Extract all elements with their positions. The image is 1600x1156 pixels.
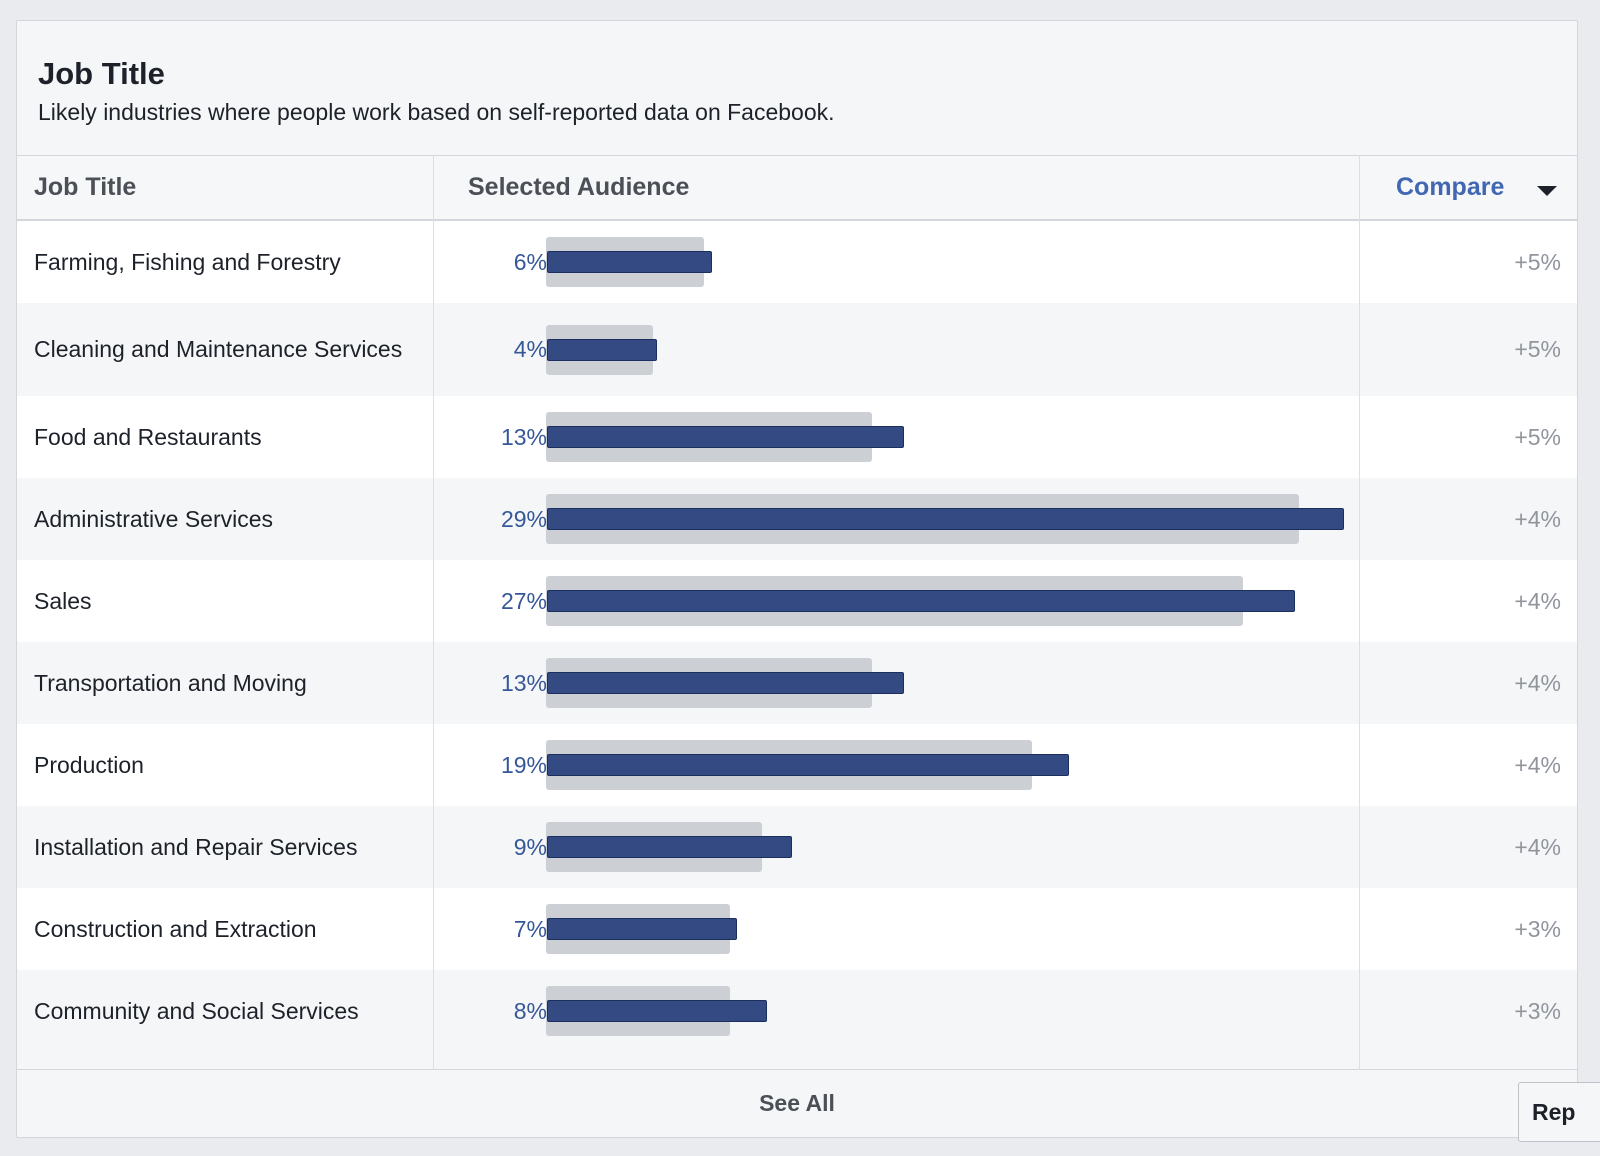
card-title: Job Title [38, 56, 165, 91]
row-compare-value: +4% [1514, 505, 1561, 532]
row-bar-area [546, 888, 1346, 970]
row-job-title: Production [34, 751, 144, 778]
row-job-title: Construction and Extraction [34, 915, 317, 942]
selected-audience-bar [547, 426, 904, 448]
row-bar-area [546, 478, 1346, 560]
card-subtitle: Likely industries where people work base… [38, 99, 835, 125]
row-bar-area [546, 724, 1346, 806]
row-selected-percent: 13% [500, 423, 547, 450]
table-row: Farming, Fishing and Forestry 6% +5% [17, 221, 1577, 303]
row-job-title: Community and Social Services [34, 997, 359, 1024]
row-compare-value: +4% [1514, 751, 1561, 778]
report-button-label: Rep [1532, 1099, 1576, 1125]
row-bar-area [546, 642, 1346, 724]
table-row: Transportation and Moving 13% +4% [17, 642, 1577, 724]
table-row: Construction and Extraction 7% +3% [17, 888, 1577, 970]
selected-audience-bar [547, 754, 1069, 776]
selected-audience-bar [547, 918, 737, 940]
row-bar-area [546, 806, 1346, 888]
row-bar-area [546, 560, 1346, 642]
compare-dropdown[interactable]: Compare [1377, 156, 1573, 219]
row-selected-percent: 9% [513, 833, 547, 860]
job-title-card: Job Title Likely industries where people… [16, 20, 1578, 1138]
row-compare-value: +5% [1514, 248, 1561, 275]
see-all-label: See All [759, 1090, 835, 1116]
table-row: Sales 27% +4% [17, 560, 1577, 642]
column-divider [433, 155, 434, 1070]
table-row: Food and Restaurants 13% +5% [17, 396, 1577, 478]
table-row: Installation and Repair Services 9% +4% [17, 806, 1577, 888]
row-bar-area [546, 221, 1346, 303]
row-selected-percent: 6% [513, 248, 547, 275]
row-compare-value: +5% [1514, 423, 1561, 450]
row-job-title: Cleaning and Maintenance Services [34, 336, 403, 362]
row-selected-percent: 19% [500, 751, 547, 778]
row-job-title: Farming, Fishing and Forestry [34, 248, 341, 275]
selected-audience-bar [547, 590, 1295, 612]
column-header-selected-audience-label: Selected Audience [468, 173, 690, 201]
row-selected-percent: 8% [513, 997, 547, 1024]
compare-dropdown-label: Compare [1396, 173, 1505, 201]
column-header-job-title[interactable]: Job Title [34, 173, 137, 201]
selected-audience-bar [547, 836, 792, 858]
row-compare-value: +4% [1514, 833, 1561, 860]
row-bar-area [546, 970, 1346, 1052]
row-compare-value: +4% [1514, 669, 1561, 696]
row-compare-value: +5% [1514, 336, 1561, 362]
caret-down-icon [1537, 186, 1557, 196]
card-header: Job Title Likely industries where people… [17, 21, 1577, 156]
row-compare-value: +3% [1514, 915, 1561, 942]
row-selected-percent: 4% [513, 336, 547, 362]
row-job-title: Food and Restaurants [34, 423, 262, 450]
report-button[interactable]: Rep [1518, 1082, 1600, 1142]
row-compare-value: +3% [1514, 997, 1561, 1024]
see-all-button[interactable]: See All [17, 1069, 1577, 1137]
row-selected-percent: 7% [513, 915, 547, 942]
selected-audience-bar [547, 339, 657, 361]
row-bar-area [546, 396, 1346, 478]
row-job-title: Administrative Services [34, 505, 274, 532]
table-row: Administrative Services 29% +4% [17, 478, 1577, 560]
table-body: Farming, Fishing and Forestry 6% +5% Cleani… [17, 221, 1577, 1052]
selected-audience-bar [547, 251, 712, 273]
table-header: Job Title Selected Audience Compare [17, 156, 1577, 221]
row-compare-value: +4% [1514, 587, 1561, 614]
column-divider [1359, 155, 1360, 1070]
row-bar-area [546, 303, 1346, 396]
selected-audience-bar [547, 508, 1344, 530]
row-job-title: Installation and Repair Services [34, 833, 358, 860]
column-header-selected-audience[interactable]: Selected Audience [451, 156, 1351, 219]
selected-audience-bar [547, 1000, 767, 1022]
row-job-title: Transportation and Moving [34, 669, 307, 696]
row-job-title: Sales [34, 587, 92, 614]
table-row: Community and Social Services 8% +3% [17, 970, 1577, 1052]
row-selected-percent: 29% [500, 505, 547, 532]
table-row: Cleaning and Maintenance Services 4% +5% [17, 303, 1577, 396]
row-selected-percent: 27% [500, 587, 547, 614]
selected-audience-bar [547, 672, 904, 694]
table-row: Production 19% +4% [17, 724, 1577, 806]
row-selected-percent: 13% [500, 669, 547, 696]
